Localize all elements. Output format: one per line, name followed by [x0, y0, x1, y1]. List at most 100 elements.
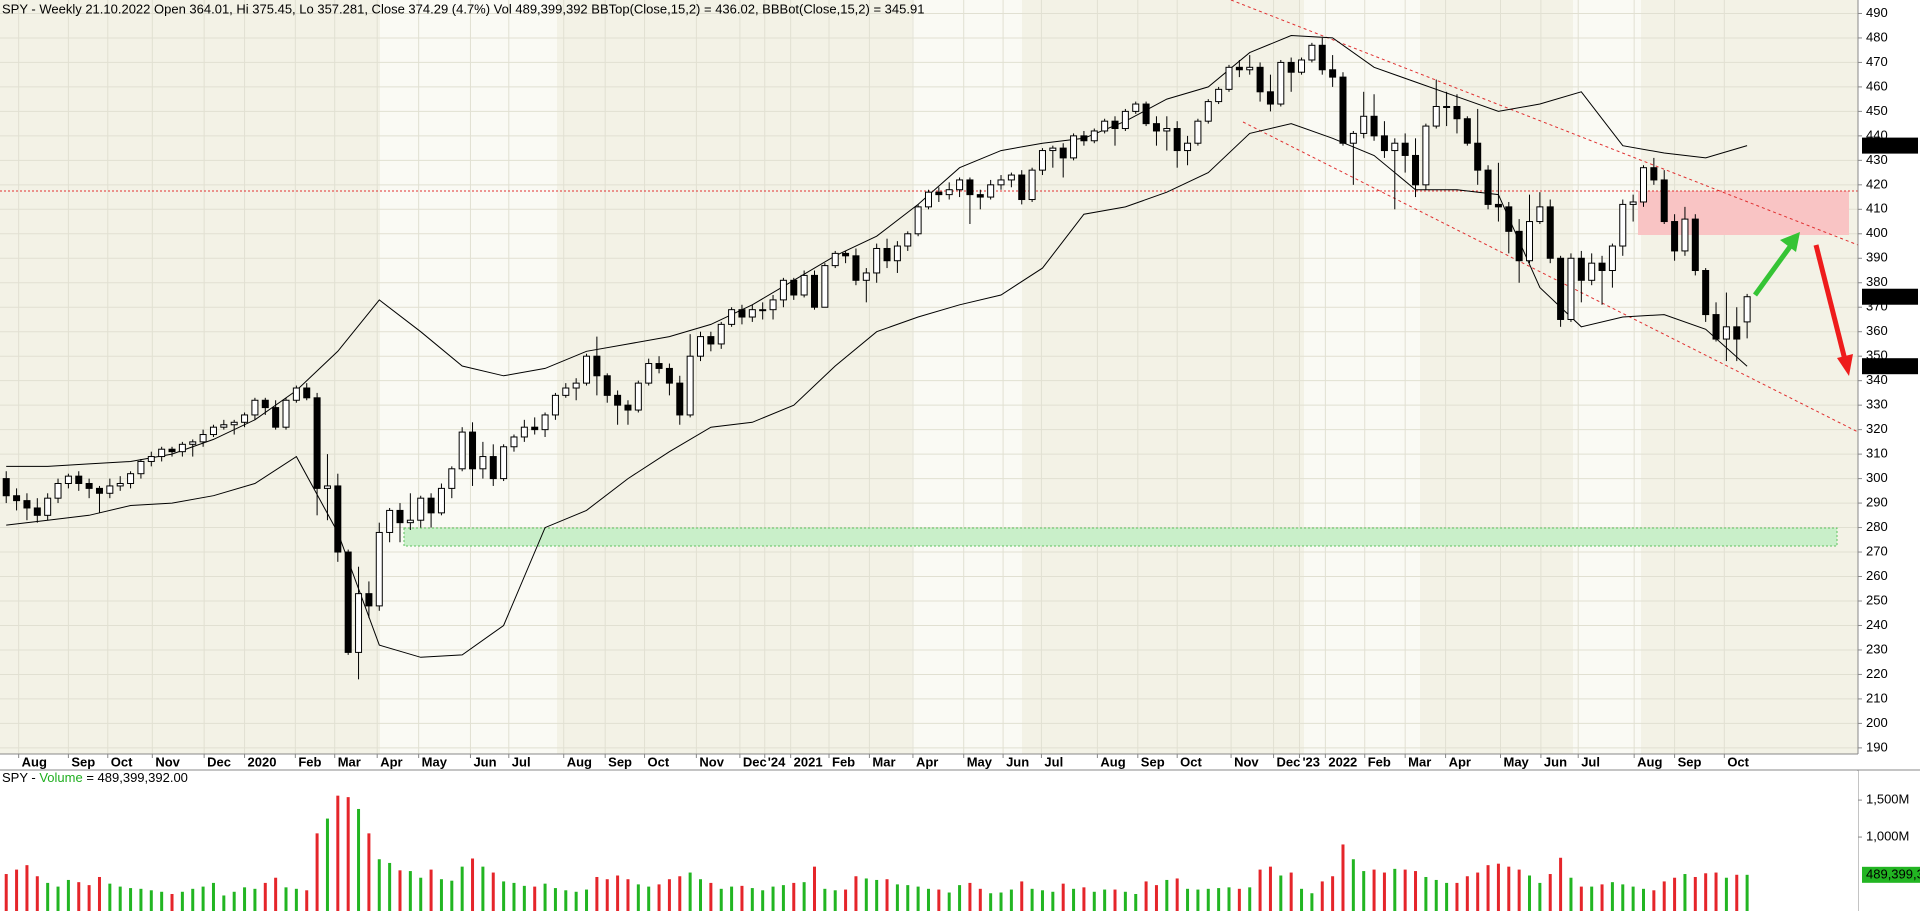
- candle-body: [1049, 147, 1057, 152]
- candle-body: [1101, 120, 1109, 132]
- plot: [2, 34, 1751, 680]
- candle-body: [75, 475, 83, 484]
- volume-bar: [97, 876, 101, 911]
- volume-bar: [108, 883, 112, 911]
- volume-bar: [761, 890, 765, 911]
- resistance-zone: [1638, 191, 1849, 235]
- channel-upper: [1230, 0, 1859, 246]
- support-zone: [403, 527, 1838, 547]
- volume-bar: [1289, 872, 1293, 911]
- volume-bar: [1320, 881, 1324, 911]
- volume-bar: [1724, 877, 1728, 911]
- candle-body: [1432, 105, 1440, 127]
- value-tag: [1862, 866, 1920, 883]
- volume-bar: [1310, 893, 1314, 911]
- candle-body: [1184, 142, 1192, 152]
- volume-bar: [1434, 879, 1438, 911]
- volume-bar: [730, 886, 734, 911]
- volume-bar: [906, 885, 910, 911]
- candle-body: [1266, 91, 1274, 105]
- candle-body: [365, 593, 373, 607]
- y-tick-label: 410: [1866, 201, 1888, 216]
- candle-body: [810, 274, 818, 308]
- x-tick-label: Sep: [1141, 754, 1165, 769]
- candle-body: [375, 531, 383, 607]
- x-tick-label: '24: [768, 754, 786, 769]
- volume-bar: [129, 888, 133, 911]
- candle-body: [1608, 245, 1616, 272]
- volume-bar: [1196, 889, 1200, 911]
- volume-bar: [211, 882, 215, 911]
- candle-body: [852, 255, 860, 281]
- volume-bar: [1268, 866, 1272, 911]
- volume-bar: [823, 888, 827, 911]
- y-tick-label: 190: [1866, 739, 1888, 754]
- y-tick-label: 380: [1866, 274, 1888, 289]
- volume-bar: [180, 891, 184, 911]
- volume-bar: [1020, 881, 1024, 911]
- volume-bar: [937, 889, 941, 911]
- candle-body: [634, 382, 642, 411]
- candle-body: [1152, 123, 1160, 132]
- candle-body: [1329, 69, 1337, 78]
- volume-bar: [367, 833, 371, 911]
- candle-body: [1246, 66, 1254, 71]
- x-tick-label: '23: [1302, 754, 1320, 769]
- y-tick-label: 200: [1866, 715, 1888, 730]
- candle-body: [987, 184, 995, 198]
- volume-bar: [170, 893, 174, 911]
- volume-bar: [802, 882, 806, 911]
- x-tick-label: Dec: [207, 754, 231, 769]
- volume-bar: [1258, 869, 1262, 911]
- value-tag: [1862, 137, 1918, 154]
- volume-bar: [1351, 859, 1355, 911]
- volume-bar: [553, 888, 557, 911]
- candle-body: [728, 309, 736, 325]
- volume-bar: [1496, 863, 1500, 911]
- volume-bar: [864, 878, 868, 911]
- x-tick-label: 2020: [248, 754, 277, 769]
- value-tag: [1862, 288, 1918, 305]
- candle-body: [13, 495, 21, 502]
- volume-bar: [1134, 893, 1138, 911]
- candle-body: [1650, 167, 1658, 181]
- volume-bar: [543, 883, 547, 911]
- candle-body: [873, 247, 881, 274]
- value-tag: [1862, 358, 1918, 375]
- candle-body: [209, 426, 217, 436]
- volume-bar: [958, 885, 962, 911]
- candle-body: [593, 355, 601, 377]
- candle-body: [44, 497, 52, 516]
- x-tick-label: Feb: [1368, 754, 1391, 769]
- bollinger-band: [6, 123, 1748, 658]
- x-tick-label: Sep: [1678, 754, 1702, 769]
- candle-body: [1318, 44, 1326, 71]
- candle-body: [1702, 270, 1710, 316]
- volume-bar: [1040, 890, 1044, 911]
- volume-bar: [1227, 887, 1231, 911]
- volume-bar: [232, 891, 236, 911]
- volume-bar: [201, 886, 205, 911]
- volume-bar: [1113, 889, 1117, 911]
- volume-bar: [875, 879, 879, 911]
- volume-bar: [1631, 886, 1635, 911]
- candle-body: [1391, 142, 1399, 152]
- volume-bar: [1424, 876, 1428, 911]
- x-tick-label: May: [1503, 754, 1529, 769]
- x-tick-label: Oct: [1180, 754, 1202, 769]
- volume-bar: [1186, 888, 1190, 911]
- x-tick-label: Jul: [1044, 754, 1063, 769]
- volume-bar: [1279, 875, 1283, 911]
- y-tick-label: 390: [1866, 250, 1888, 265]
- volume-bar: [450, 880, 454, 911]
- volume-bar: [1455, 882, 1459, 911]
- candle-body: [1235, 66, 1243, 71]
- value-tag-label: 436.02: [1866, 137, 1906, 152]
- volume-bar: [512, 882, 516, 911]
- candle-body: [676, 382, 684, 416]
- volume-bar: [439, 879, 443, 911]
- candle-body: [1494, 203, 1502, 208]
- volume-bar: [781, 885, 785, 911]
- volume-bar: [1362, 871, 1366, 911]
- y-tick-label: 490: [1866, 5, 1888, 20]
